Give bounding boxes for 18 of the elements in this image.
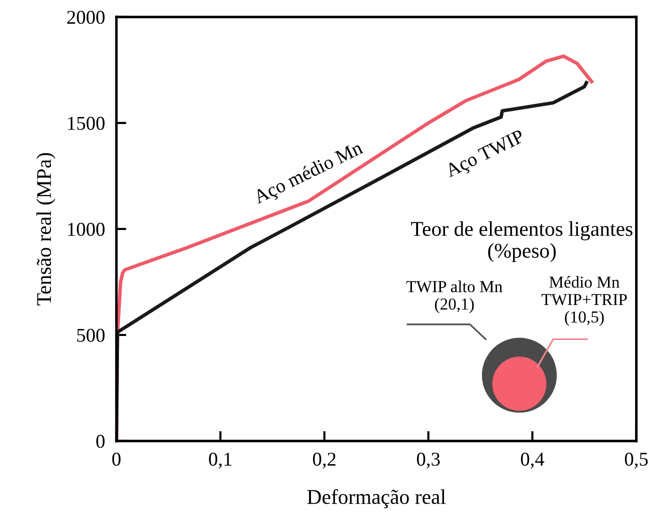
x-tick-label: 0	[112, 452, 121, 466]
annotation: TWIP alto Mn (20,1)	[406, 280, 502, 314]
x-tick-label: 0,1	[208, 452, 232, 469]
x-tick-label: 0,5	[624, 452, 648, 469]
y-tick-label: 2000	[67, 10, 105, 24]
y-tick-label: 500	[77, 328, 105, 342]
y-axis-title: Tensão real (MPa)	[36, 153, 56, 306]
text: Aço TWIP	[444, 129, 527, 182]
y-tick-label: 1500	[68, 116, 105, 130]
x-axis-title: Deformação real	[307, 489, 446, 508]
x-tick-label: 0,2	[312, 452, 336, 469]
y-tick-label: 1000	[68, 222, 105, 236]
text: Aço médio Mn	[252, 140, 366, 208]
annotation: Teor de elementos ligantes (%peso)	[411, 221, 632, 262]
x-tick-label: 0,3	[416, 452, 440, 469]
x-tick-label: 0,4	[520, 452, 544, 469]
y-tick-label: 0	[96, 434, 105, 448]
annotation: Médio Mn TWIP+TRIP (10,5)	[542, 276, 627, 326]
